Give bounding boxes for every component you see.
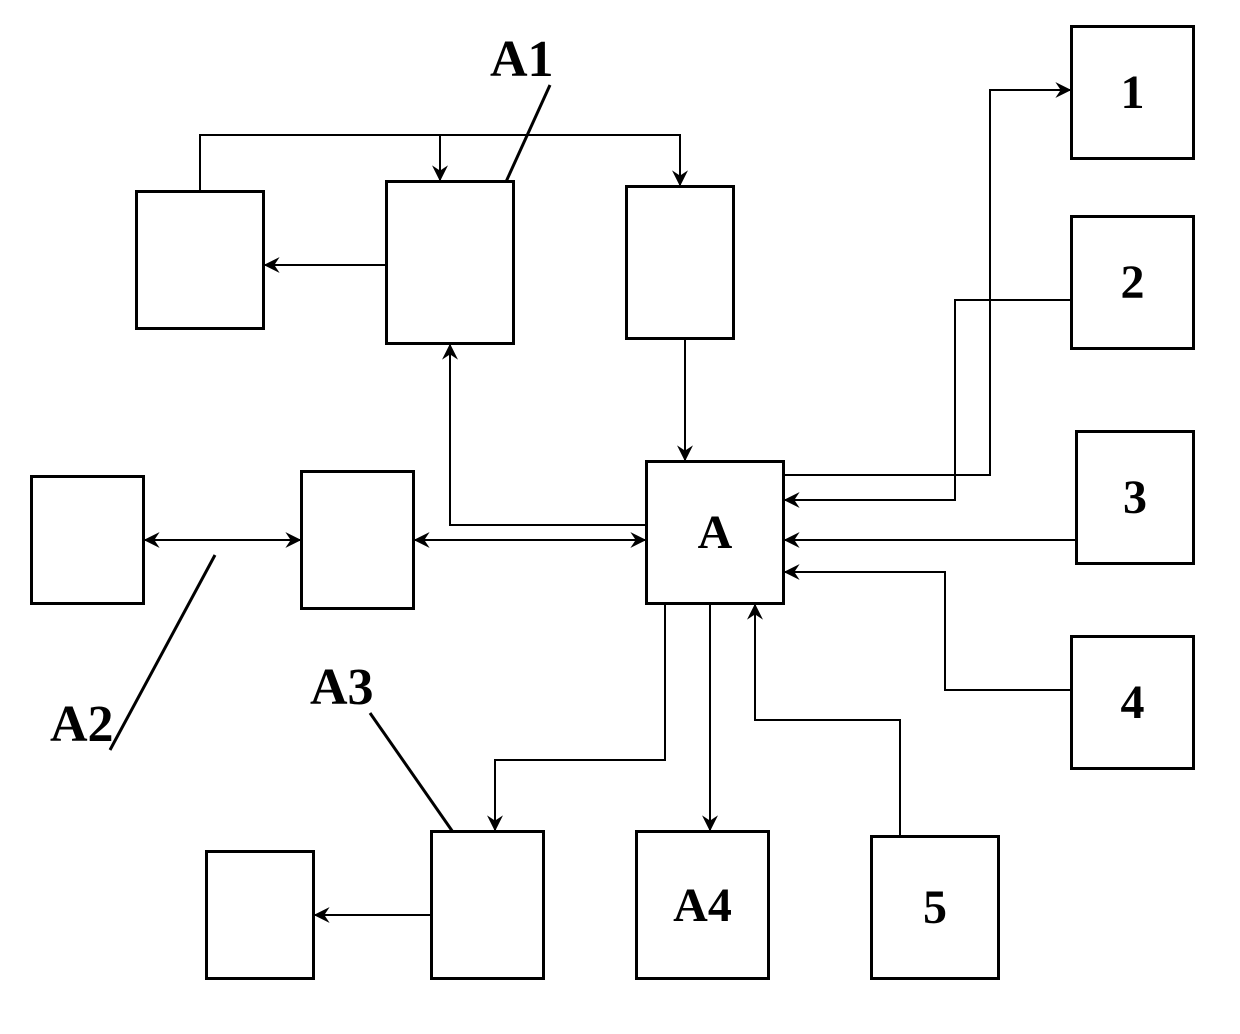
node-A: A xyxy=(645,460,785,605)
node-top_left xyxy=(135,190,265,330)
edge-10 xyxy=(785,90,1070,475)
edge-11 xyxy=(785,300,1070,500)
edge-14 xyxy=(755,605,900,835)
edge-8 xyxy=(495,605,665,830)
node-label: 1 xyxy=(1121,65,1145,120)
node-n2: 2 xyxy=(1070,215,1195,350)
node-n4: 4 xyxy=(1070,635,1195,770)
node-top_mid xyxy=(385,180,515,345)
edge-13 xyxy=(785,572,1070,690)
callout-label-A3: A3 xyxy=(310,658,374,717)
edge-2 xyxy=(440,135,680,185)
callout-text: A1 xyxy=(490,31,554,88)
callout-text: A3 xyxy=(310,659,374,716)
node-mid_left xyxy=(30,475,145,605)
block-diagram: A A4 1 2 3 4 5 A1 A2 A3 xyxy=(0,0,1240,1034)
leader-line-A3 xyxy=(370,713,455,835)
node-mid_center xyxy=(300,470,415,610)
node-top_right xyxy=(625,185,735,340)
node-n1: 1 xyxy=(1070,25,1195,160)
node-label: A4 xyxy=(673,878,732,933)
callout-label-A2: A2 xyxy=(50,695,114,754)
node-label: A xyxy=(698,505,733,560)
callout-label-A1: A1 xyxy=(490,30,554,89)
node-n5: 5 xyxy=(870,835,1000,980)
edges-layer xyxy=(0,0,1240,1034)
node-label: 5 xyxy=(923,880,947,935)
node-label: 3 xyxy=(1123,470,1147,525)
node-A4: A4 xyxy=(635,830,770,980)
node-bot_mid xyxy=(430,830,545,980)
callout-text: A2 xyxy=(50,696,114,753)
node-label: 2 xyxy=(1121,255,1145,310)
node-label: 4 xyxy=(1121,675,1145,730)
node-bot_left xyxy=(205,850,315,980)
node-n3: 3 xyxy=(1075,430,1195,565)
edge-4 xyxy=(450,345,645,525)
